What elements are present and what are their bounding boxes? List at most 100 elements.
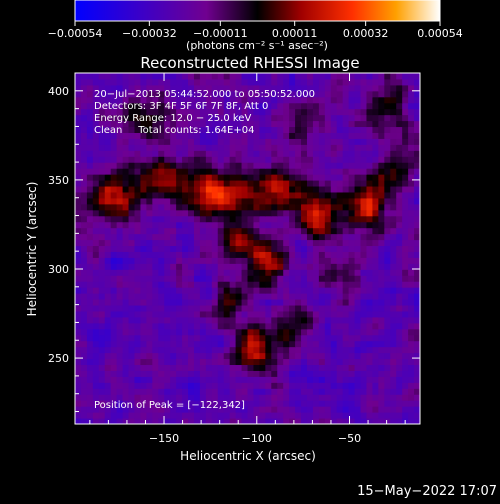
annotation-time-range: 20−Jul−2013 05:44:52.000 to 05:50:52.000 [94,89,315,100]
heatmap-cell [336,221,344,229]
heatmap-cell [414,269,420,276]
heatmap-cell [396,84,403,92]
heatmap-cell [104,376,112,383]
heatmap-cell [318,239,326,247]
heatmap-cell [366,358,373,366]
heatmap-cell [158,394,165,401]
heatmap-cell [318,174,326,181]
heatmap-cell [289,251,296,258]
heatmap-cell [366,370,373,377]
heatmap-cell [277,215,284,223]
heatmap-cell [110,120,118,128]
heatmap-cell [176,287,183,294]
heatmap-cell [211,96,219,104]
heatmap-cell [86,257,94,264]
heatmap-cell [140,90,147,98]
heatmap-cell [277,275,284,282]
heatmap-cell [265,370,272,377]
heatmap-cell [396,322,403,330]
heatmap-cell [98,370,106,377]
heatmap-cell [372,352,379,360]
heatmap-cell [396,400,403,407]
heatmap-cell [396,144,403,151]
heatmap-cell [128,281,135,288]
heatmap-cell [199,120,207,128]
heatmap-cell [241,287,248,294]
heatmap-cell [366,108,373,116]
heatmap-cell [354,358,362,366]
heatmap-cell [241,114,248,122]
heatmap-cell [348,150,356,157]
heatmap-cell [223,322,231,330]
heatmap-cell [396,168,403,175]
heatmap-cell [354,245,362,252]
heatmap-cell [158,382,165,389]
heatmap-cell [354,322,362,330]
heatmap-cell [122,138,130,145]
heatmap-cell [152,352,159,360]
heatmap-cell [223,197,231,205]
heatmap-cell [146,269,153,276]
heatmap-cell [301,78,308,86]
heatmap-cell [223,281,231,288]
heatmap-cell [146,186,153,193]
heatmap-cell [390,84,397,92]
heatmap-cell [164,132,171,139]
heatmap-cell [289,150,296,157]
heatmap-cell [366,102,373,110]
heatmap-cell [110,78,118,86]
heatmap-cell [271,346,278,354]
heatmap-cell [277,191,284,199]
heatmap-cell [306,114,314,122]
colorbar-tick-label: −0.00011 [193,27,248,40]
heatmap-cell [277,364,284,371]
heatmap-cell [324,412,332,419]
heatmap-cell [283,126,290,133]
heatmap-cell [152,227,159,235]
heatmap-cell [271,310,278,318]
y-tick-label: 250 [48,352,69,365]
heatmap-cell [312,352,320,360]
heatmap-cell [205,322,213,330]
heatmap-cell [259,96,266,104]
heatmap-cell [140,406,147,413]
heatmap-cell [110,90,118,98]
heatmap-cell [390,257,397,264]
heatmap-cell [241,346,248,354]
heatmap-cell [211,102,219,110]
heatmap-cell [271,186,278,193]
heatmap-cell [402,364,409,371]
heatmap-cell [336,186,344,193]
heatmap-cell [414,257,420,264]
heatmap-cell [110,358,118,366]
heatmap-cell [75,316,82,324]
heatmap-cell [301,191,308,199]
heatmap-cell [348,191,356,199]
heatmap-cell [241,394,248,401]
heatmap-cell [199,180,207,187]
heatmap-cell [324,334,332,342]
heatmap-cell [366,305,373,312]
heatmap-cell [241,412,248,419]
heatmap-cell [217,293,225,300]
heatmap-cell [283,340,290,348]
heatmap-cell [193,382,201,389]
heatmap-cell [217,138,225,145]
heatmap-cell [336,334,344,342]
heatmap-cell [271,144,278,151]
heatmap-cell [366,162,373,169]
heatmap-cell [211,90,219,98]
heatmap-cell [283,275,290,282]
heatmap-cell [301,239,308,247]
heatmap-cell [408,114,415,122]
heatmap-cell [134,287,141,294]
heatmap-cell [414,108,420,116]
heatmap-cell [318,370,326,377]
heatmap-cell [253,227,260,235]
heatmap-cell [378,156,385,163]
heatmap-cell [289,84,296,92]
heatmap-cell [372,203,379,211]
heatmap-cell [336,364,344,371]
heatmap-cell [92,168,100,175]
heatmap-cell [354,120,362,128]
